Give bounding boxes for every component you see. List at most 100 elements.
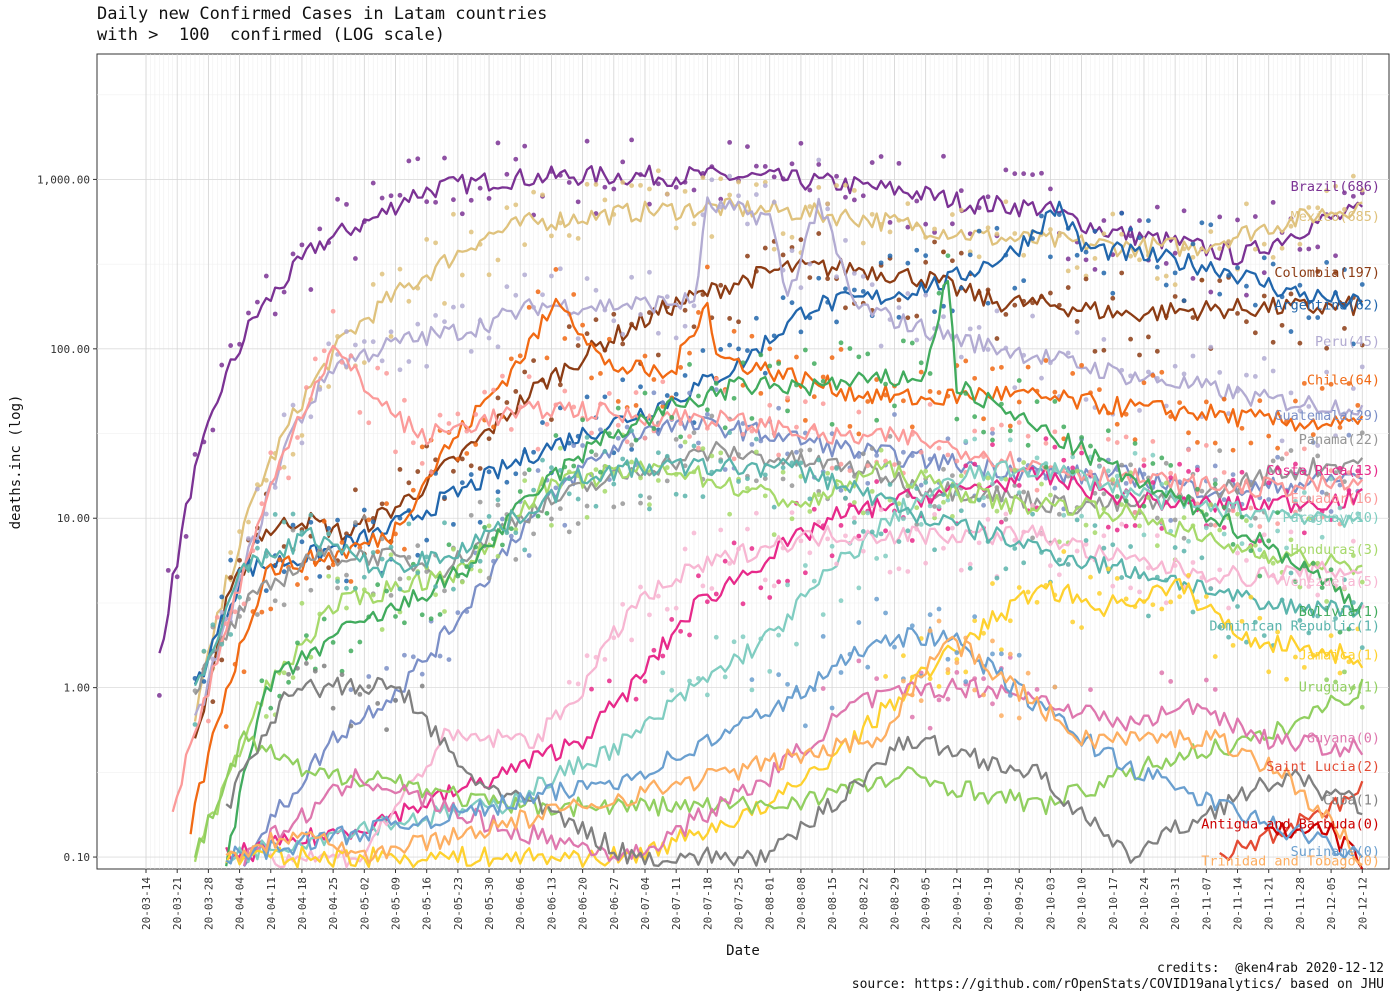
data-point — [1150, 439, 1156, 444]
data-point — [1056, 212, 1062, 217]
data-point — [994, 575, 1000, 581]
data-point — [829, 553, 835, 559]
data-point — [406, 298, 412, 304]
data-point — [762, 370, 768, 376]
data-point — [820, 378, 826, 384]
data-point — [1359, 430, 1365, 436]
data-point — [606, 336, 612, 342]
data-point — [923, 560, 929, 566]
data-point — [1221, 531, 1227, 537]
data-point — [1048, 227, 1053, 232]
data-point — [967, 561, 973, 567]
data-point — [540, 192, 545, 198]
data-point — [624, 439, 630, 445]
data-point — [388, 592, 394, 598]
data-point — [419, 444, 425, 450]
data-point — [807, 275, 813, 281]
data-point — [1034, 599, 1040, 605]
data-point — [860, 529, 866, 534]
data-point — [709, 234, 715, 239]
data-point — [1355, 468, 1361, 474]
data-point — [1181, 548, 1187, 554]
data-point — [219, 609, 225, 615]
data-point — [1333, 253, 1338, 259]
data-point — [575, 235, 581, 241]
y-axis-title: deaths.inc (log) — [8, 395, 24, 530]
data-point — [415, 156, 421, 162]
data-point — [477, 466, 483, 471]
data-point — [949, 212, 955, 217]
data-point — [1074, 319, 1080, 324]
data-point — [638, 493, 643, 499]
data-point — [433, 457, 438, 463]
data-point — [210, 699, 216, 705]
data-point — [816, 275, 822, 281]
data-point — [954, 669, 960, 675]
data-point — [896, 501, 902, 507]
data-point — [611, 504, 617, 510]
data-point — [949, 483, 955, 489]
data-point — [1039, 213, 1044, 219]
data-point — [749, 677, 755, 683]
data-point — [1346, 470, 1352, 476]
data-point — [553, 485, 559, 491]
data-point — [838, 347, 844, 352]
data-point — [936, 684, 942, 689]
data-point — [981, 676, 986, 682]
data-point — [1048, 492, 1053, 498]
data-point — [923, 253, 929, 259]
data-point — [696, 393, 701, 399]
data-point — [949, 221, 955, 227]
x-tick-label: 20-12-05 — [1325, 877, 1338, 930]
data-point — [1168, 518, 1174, 523]
data-point — [366, 684, 372, 689]
data-point — [1101, 347, 1107, 353]
data-point — [379, 536, 385, 542]
data-point — [1195, 486, 1200, 492]
data-point — [1128, 462, 1133, 468]
data-point — [326, 531, 332, 537]
data-point — [1328, 509, 1334, 514]
data-point — [918, 698, 924, 704]
data-point — [1150, 602, 1156, 608]
data-point — [869, 446, 875, 451]
series-end-label: Guatemala(29) — [1274, 408, 1380, 424]
data-point — [535, 446, 541, 452]
data-point — [1261, 270, 1267, 276]
data-point — [1007, 618, 1013, 624]
data-point — [789, 510, 795, 515]
data-point — [700, 446, 706, 451]
data-point — [633, 403, 639, 408]
data-point — [802, 399, 808, 405]
data-point — [593, 317, 599, 323]
data-point — [589, 686, 594, 692]
data-point — [495, 140, 501, 146]
data-point — [433, 592, 438, 598]
data-point — [1056, 539, 1062, 545]
data-point — [647, 506, 652, 512]
data-point — [999, 713, 1004, 719]
data-point — [1244, 518, 1249, 524]
series-line — [193, 197, 1363, 722]
data-point — [321, 616, 327, 622]
data-point — [745, 144, 750, 149]
data-point — [1208, 586, 1214, 592]
data-point — [1097, 464, 1102, 469]
data-point — [981, 495, 986, 501]
data-point — [874, 452, 880, 458]
data-point — [379, 271, 385, 277]
data-point — [1159, 481, 1165, 487]
series-end-label: Cuba(1) — [1323, 793, 1380, 809]
data-point — [1257, 398, 1263, 404]
data-point — [513, 471, 519, 477]
data-point — [295, 665, 300, 671]
data-point — [544, 510, 550, 516]
data-point — [326, 573, 332, 579]
data-point — [1333, 433, 1338, 439]
data-point — [860, 288, 866, 294]
data-point — [1221, 396, 1227, 402]
data-point — [1239, 514, 1245, 520]
data-point — [883, 553, 888, 559]
data-point — [214, 614, 220, 620]
data-point — [388, 544, 394, 550]
